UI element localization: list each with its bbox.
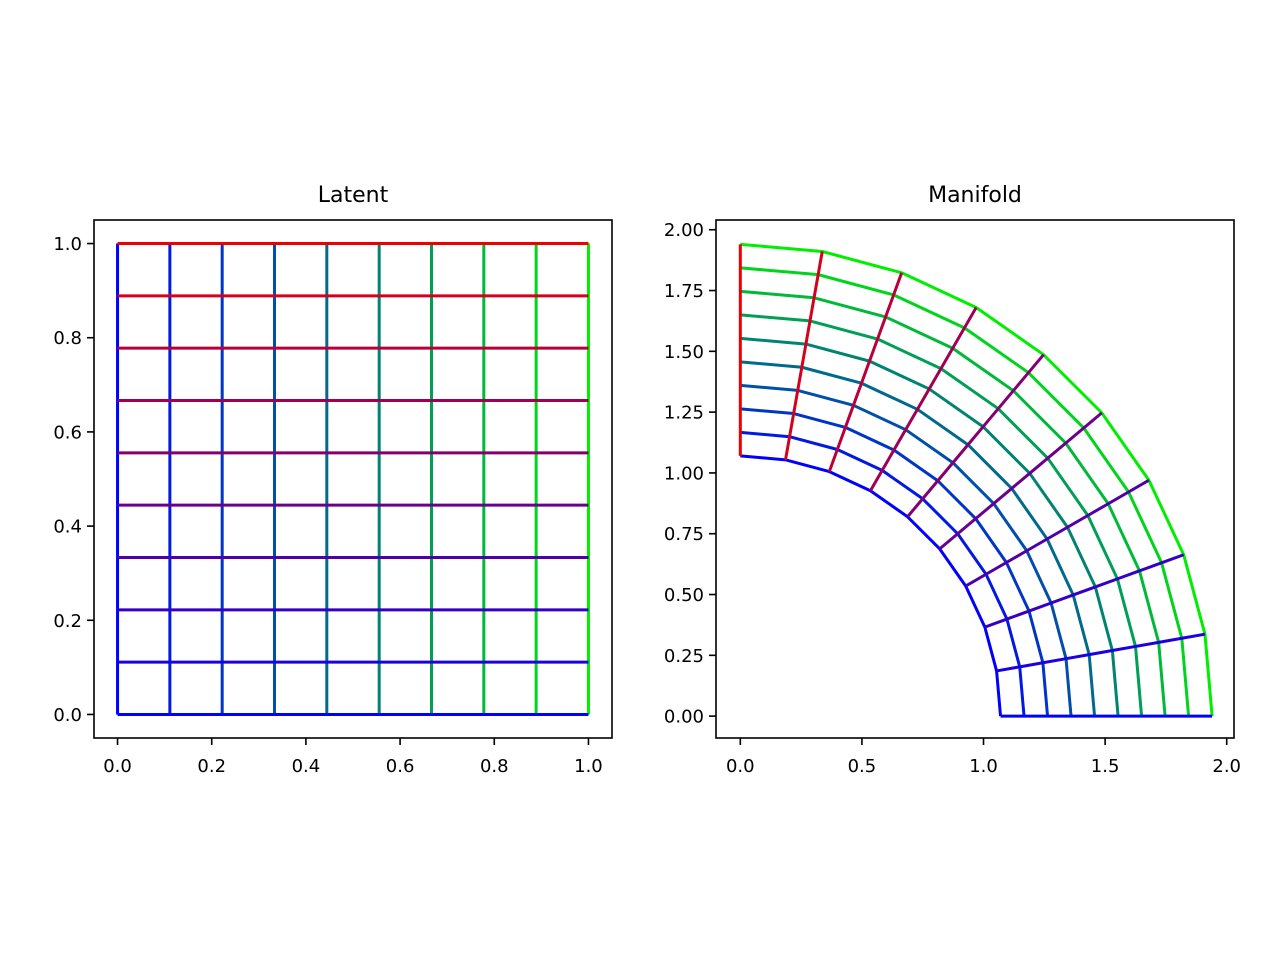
x-tick-label: 2.0 (1212, 756, 1241, 777)
y-tick-label: 1.0 (53, 234, 82, 255)
y-tick-label: 0.25 (664, 646, 704, 667)
series-line-v-1 (996, 632, 1206, 673)
axes-frame (715, 219, 1235, 739)
chart-title: Manifold (928, 183, 1022, 208)
x-tick-label: 1.0 (969, 756, 998, 777)
y-tick-label: 1.00 (664, 463, 704, 484)
series-line-u-6 (740, 313, 1144, 717)
series-line-v-2 (984, 553, 1185, 629)
y-tick-label: 0.0 (53, 705, 82, 726)
y-tick-label: 0.00 (664, 707, 704, 728)
x-tick-label: 0.5 (848, 756, 877, 777)
series-line-u-9 (740, 242, 1214, 717)
plot-lines (738, 242, 1214, 718)
x-tick-label: 0.6 (386, 756, 415, 777)
x-tick-label: 0.0 (726, 756, 755, 777)
y-tick-label: 0.6 (53, 422, 82, 443)
plot-lines (116, 242, 590, 716)
series-line-v-8 (784, 251, 824, 461)
y-tick-label: 0.4 (53, 517, 82, 538)
series-line-v-6 (869, 306, 978, 492)
y-tick-label: 0.8 (53, 328, 82, 349)
x-tick-label: 0.2 (197, 756, 226, 777)
series-line-v-5 (906, 353, 1045, 518)
series-line-v-4 (938, 411, 1103, 551)
series-line-v-7 (827, 272, 904, 473)
series-line-u-3 (740, 383, 1073, 717)
series-line-u-8 (740, 266, 1191, 717)
y-tick-label: 1.25 (664, 403, 704, 424)
y-tick-label: 0.50 (664, 585, 704, 606)
series-line-u-2 (740, 407, 1050, 717)
y-tick-label: 1.75 (664, 281, 704, 302)
series-line-u-4 (740, 360, 1097, 717)
series-line-v-3 (964, 478, 1150, 588)
y-tick-label: 1.50 (664, 342, 704, 363)
x-tick-label: 0.8 (480, 756, 509, 777)
series-line-u-7 (740, 289, 1167, 717)
series-line-u-5 (740, 336, 1120, 717)
x-tick-label: 0.0 (103, 756, 132, 777)
axes-frame (93, 219, 613, 739)
x-tick-label: 1.0 (574, 756, 603, 777)
y-tick-label: 2.00 (664, 220, 704, 241)
x-tick-label: 0.4 (292, 756, 321, 777)
y-tick-label: 0.75 (664, 524, 704, 545)
latent-panel: Latent 0.0 0.2 0.4 0.6 0.8 1.0 0.0 0.2 0.4 0.6 0.8 1… (53, 183, 613, 777)
series-line-u-0 (740, 454, 1003, 717)
manifold-panel: Manifold 0.0 0.5 1.0 1.5 2.0 0.00 0.25 0.50 0.75 1… (664, 183, 1241, 777)
x-tick-label: 1.5 (1091, 756, 1120, 777)
series-line-u-1 (740, 430, 1026, 717)
y-tick-label: 0.2 (53, 611, 82, 632)
chart-title: Latent (318, 183, 389, 208)
